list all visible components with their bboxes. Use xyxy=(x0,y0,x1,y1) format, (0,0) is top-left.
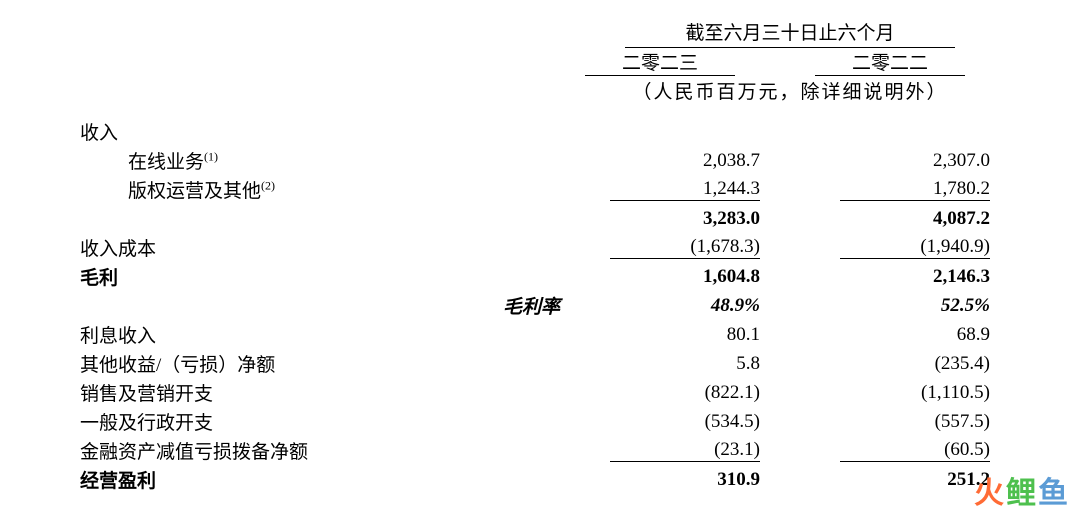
other-gains-2022: (235.4) xyxy=(840,353,990,375)
selling-exp-2022: (1,110.5) xyxy=(840,382,990,404)
selling-exp-label: 销售及营销开支 xyxy=(80,379,440,406)
online-biz-row: 在线业务(1) 2,038.7 2,307.0 xyxy=(80,146,1040,175)
watermark-char-3: 鱼 xyxy=(1038,477,1070,510)
selling-exp-row: 销售及营销开支 (822.1) (1,110.5) xyxy=(80,378,1040,407)
interest-income-2022: 68.9 xyxy=(840,324,990,346)
gross-profit-label: 毛利 xyxy=(80,263,440,290)
impairment-2023: (23.1) xyxy=(610,439,760,462)
impairment-2022: (60.5) xyxy=(840,439,990,462)
impairment-row: 金融资产减值亏损拨备净额 (23.1) (60.5) xyxy=(80,436,1040,465)
subtotal-row: 3,283.0 4,087.2 xyxy=(80,204,1040,233)
other-gains-2023: 5.8 xyxy=(610,353,760,375)
copyright-2022: 1,780.2 xyxy=(840,178,990,201)
gross-profit-row: 毛利 1,604.8 2,146.3 xyxy=(80,262,1040,291)
gross-margin-2022: 52.5% xyxy=(840,295,990,317)
selling-exp-2023: (822.1) xyxy=(610,382,760,404)
copyright-row: 版权运营及其他(2) 1,244.3 1,780.2 xyxy=(80,175,1040,204)
admin-exp-row: 一般及行政开支 (534.5) (557.5) xyxy=(80,407,1040,436)
revenue-title-row: 收入 xyxy=(80,117,1040,146)
other-gains-row: 其他收益/（亏损）净额 5.8 (235.4) xyxy=(80,349,1040,378)
watermark-char-2: 鲤 xyxy=(1006,477,1038,510)
copyright-sup: (2) xyxy=(261,179,275,193)
cost-2023: (1,678.3) xyxy=(610,236,760,259)
copyright-label: 版权运营及其他 xyxy=(128,181,261,202)
cost-row: 收入成本 (1,678.3) (1,940.9) xyxy=(80,233,1040,262)
operating-profit-2022: 251.2 xyxy=(840,469,990,491)
subtotal-2022: 4,087.2 xyxy=(840,208,990,230)
watermark: 火鲤鱼 xyxy=(974,468,1070,512)
admin-exp-label: 一般及行政开支 xyxy=(80,408,440,435)
revenue-title: 收入 xyxy=(80,118,440,145)
subtotal-2023: 3,283.0 xyxy=(610,208,760,230)
financial-table: 截至六月三十日止六个月 二零二三 二零二二 （人民币百万元，除详细说明外） 收入… xyxy=(0,0,1080,494)
online-biz-2023: 2,038.7 xyxy=(610,150,760,172)
online-biz-label: 在线业务 xyxy=(128,152,204,173)
interest-income-row: 利息收入 80.1 68.9 xyxy=(80,320,1040,349)
cost-label: 收入成本 xyxy=(80,234,440,261)
gross-profit-2022: 2,146.3 xyxy=(840,266,990,288)
online-biz-2022: 2,307.0 xyxy=(840,150,990,172)
col-2022: 二零二二 xyxy=(815,48,965,76)
online-biz-sup: (1) xyxy=(204,150,218,164)
unit-row: （人民币百万元，除详细说明外） xyxy=(80,76,1040,105)
admin-exp-2022: (557.5) xyxy=(840,411,990,433)
period-header-row: 截至六月三十日止六个月 xyxy=(80,18,1040,47)
gross-margin-2023: 48.9% xyxy=(610,295,760,317)
gross-profit-2023: 1,604.8 xyxy=(610,266,760,288)
operating-profit-label: 经营盈利 xyxy=(80,466,440,493)
unit-label: （人民币百万元，除详细说明外） xyxy=(560,77,1020,104)
interest-income-label: 利息收入 xyxy=(80,321,440,348)
operating-profit-2023: 310.9 xyxy=(610,469,760,491)
interest-income-2023: 80.1 xyxy=(610,324,760,346)
watermark-char-1: 火 xyxy=(974,477,1006,510)
gross-margin-label: 毛利率 xyxy=(440,292,560,319)
operating-profit-row: 经营盈利 310.9 251.2 xyxy=(80,465,1040,494)
year-header-row: 二零二三 二零二二 xyxy=(80,47,1040,76)
cost-2022: (1,940.9) xyxy=(840,236,990,259)
gross-margin-row: 毛利率 48.9% 52.5% xyxy=(80,291,1040,320)
impairment-label: 金融资产减值亏损拨备净额 xyxy=(80,437,440,464)
admin-exp-2023: (534.5) xyxy=(610,411,760,433)
copyright-2023: 1,244.3 xyxy=(610,178,760,201)
period-title: 截至六月三十日止六个月 xyxy=(625,18,954,48)
col-2023: 二零二三 xyxy=(585,48,735,76)
other-gains-label: 其他收益/（亏损）净额 xyxy=(80,350,440,377)
